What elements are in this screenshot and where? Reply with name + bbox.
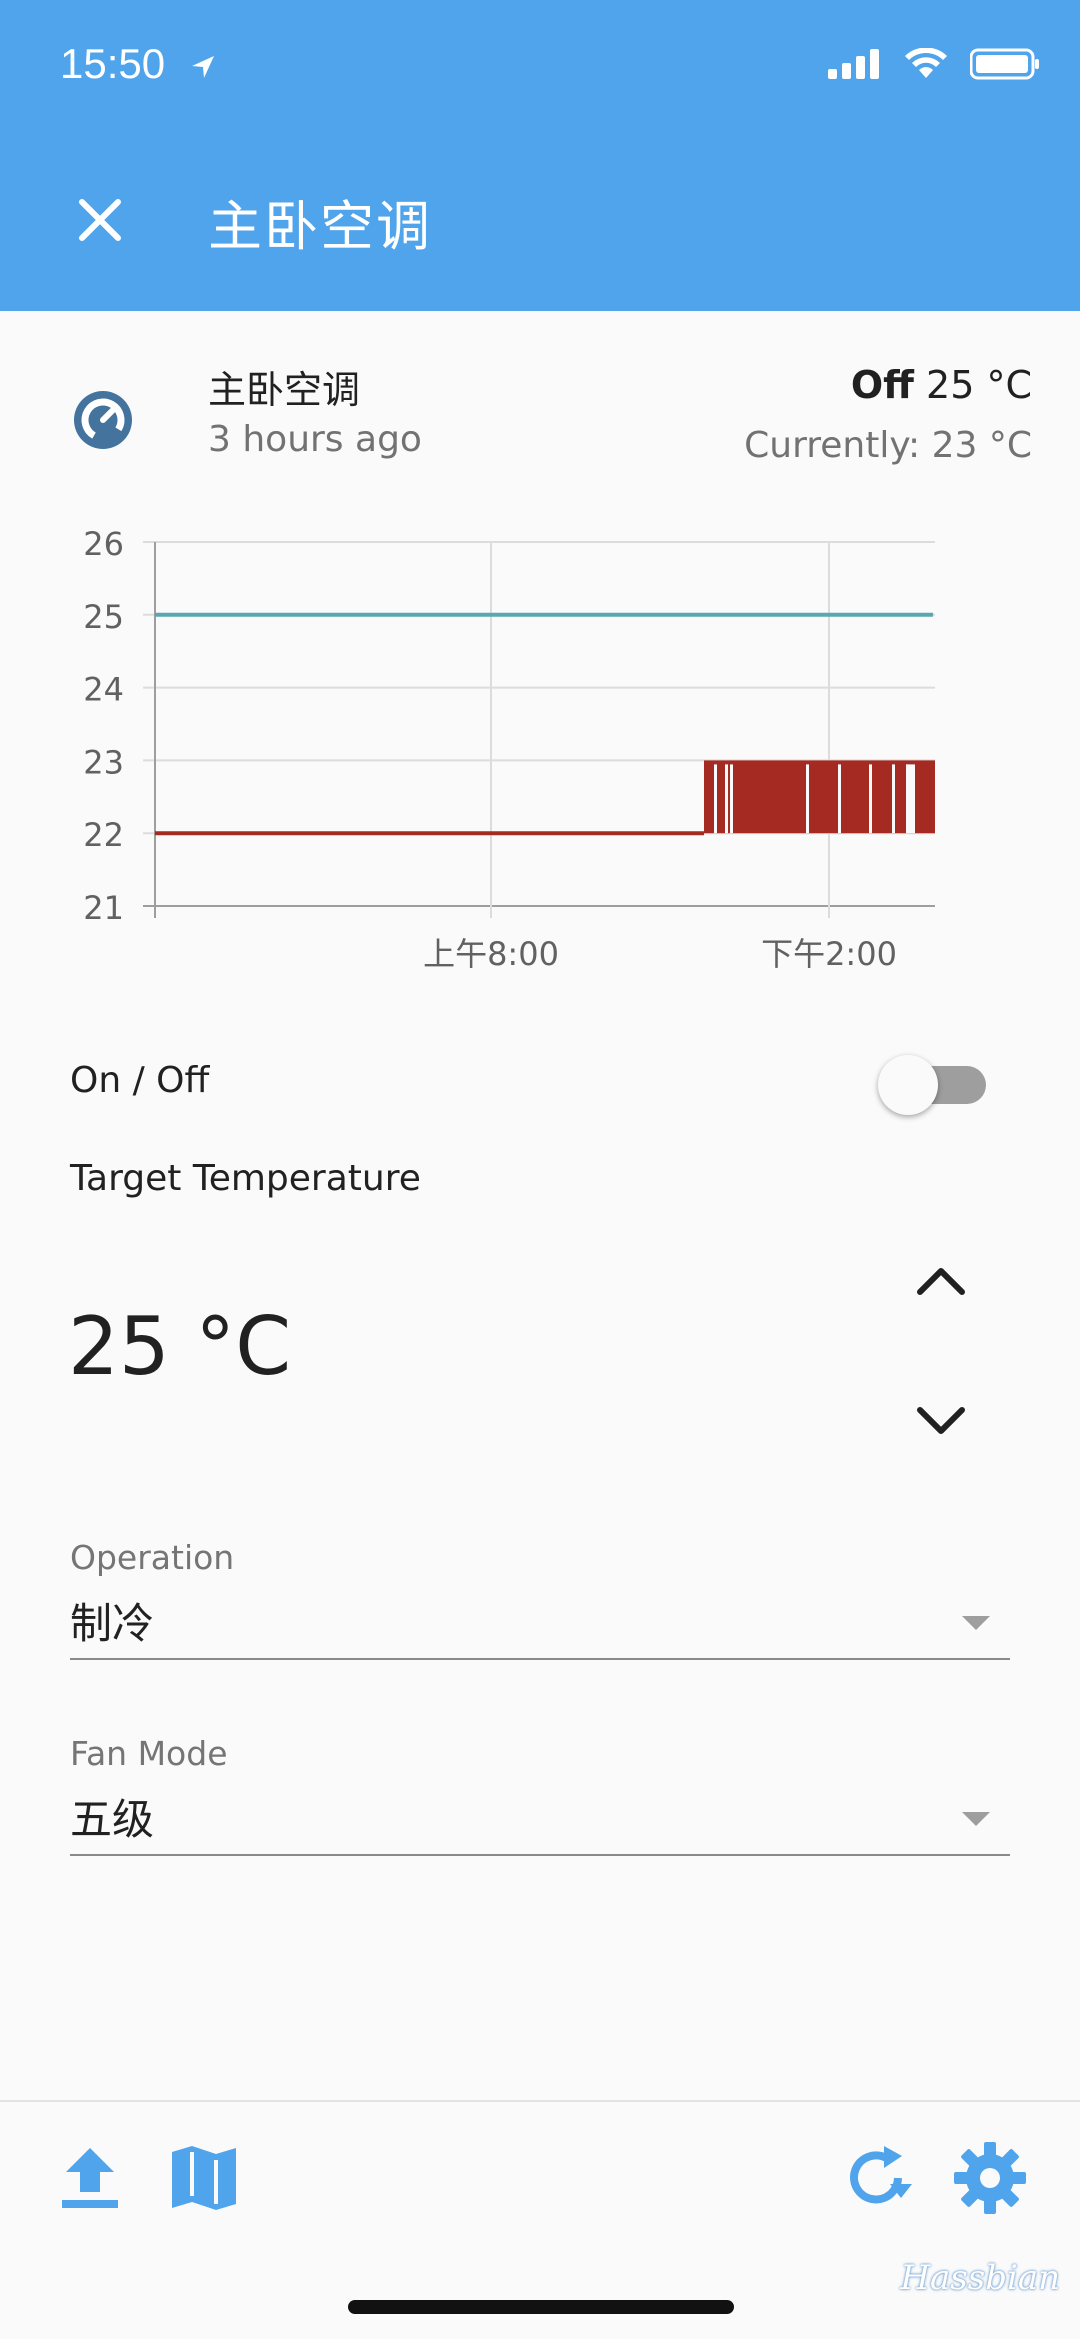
bottom-toolbar (0, 2100, 1080, 2339)
watermark-text: Hassbian (900, 2258, 1060, 2298)
chart-y-ticks: 26 25 24 23 22 21 (83, 525, 124, 927)
fan-mode-label: Fan Mode (70, 1734, 228, 1773)
app-bar: 主卧空调 (0, 130, 1080, 311)
operation-label: Operation (70, 1538, 235, 1577)
chart-y-tick-label: 22 (83, 816, 124, 854)
last-changed: 3 hours ago (208, 419, 422, 460)
map-icon[interactable] (166, 2140, 242, 2216)
status-time: 15:50 (60, 40, 166, 87)
refresh-icon[interactable] (838, 2140, 914, 2216)
chart-series-block (704, 760, 935, 834)
target-temperature-value: 25 °C (68, 1300, 292, 1393)
chart-series-gap (714, 764, 717, 834)
chart-y-tick-label: 21 (83, 889, 124, 927)
operation-select[interactable]: 制冷 (70, 1599, 155, 1648)
chart-y-tick-label: 23 (83, 743, 124, 781)
signal-icon (828, 49, 879, 79)
location-arrow-icon (192, 56, 214, 78)
chevron-up-icon[interactable] (906, 1256, 976, 1306)
fan-mode-select[interactable]: 五级 (70, 1795, 155, 1844)
battery-icon (970, 48, 1039, 80)
fan-mode-dropdown-icon[interactable] (962, 1812, 990, 1826)
operation-dropdown-icon[interactable] (962, 1616, 990, 1630)
thermostat-icon (74, 391, 132, 449)
entity-state: Off 25 °C (851, 363, 1032, 407)
entity-header: 主卧空调 3 hours ago Off 25 °C Currently: 23… (0, 311, 1080, 501)
chart-series-gap (892, 764, 895, 834)
chart-series-gap (806, 764, 809, 834)
history-chart: 26 25 24 23 22 21 上午8:00 下午2:00 (83, 525, 935, 973)
chart-series-gap (906, 764, 915, 834)
state-mode: Off (850, 363, 914, 407)
on-off-label: On / Off (70, 1060, 210, 1101)
wifi-icon (905, 48, 947, 78)
chart-y-tick-label: 25 (83, 598, 124, 636)
home-indicator (348, 2300, 734, 2314)
chart-x-ticks: 上午8:00 下午2:00 (423, 935, 897, 973)
dialog-title: 主卧空调 (208, 195, 432, 258)
chart-series-gap (725, 764, 728, 834)
chart-series-gap (869, 764, 872, 834)
chart-series (155, 612, 935, 836)
target-temperature-label: Target Temperature (70, 1158, 421, 1199)
chart-x-tick-label: 下午2:00 (761, 935, 897, 973)
close-icon[interactable] (70, 190, 130, 250)
current-temperature: Currently: 23 °C (744, 425, 1032, 466)
chart-gridlines (143, 541, 935, 918)
status-bar: 15:50 (0, 0, 1080, 130)
chart-y-tick-label: 24 (83, 671, 124, 709)
chart-x-tick-label: 上午8:00 (423, 935, 559, 973)
chart-y-tick-label: 26 (83, 525, 124, 563)
operation-underline (70, 1658, 1010, 1660)
gear-icon[interactable] (952, 2140, 1028, 2216)
state-target-temp: 25 °C (926, 363, 1032, 407)
on-off-toggle[interactable] (878, 1055, 938, 1115)
chart-series-gap (838, 764, 841, 834)
chevron-down-icon[interactable] (906, 1396, 976, 1446)
fan-mode-underline (70, 1854, 1010, 1856)
upload-icon[interactable] (52, 2140, 128, 2216)
entity-name: 主卧空调 (208, 368, 361, 412)
chart-series-gap (730, 764, 733, 834)
